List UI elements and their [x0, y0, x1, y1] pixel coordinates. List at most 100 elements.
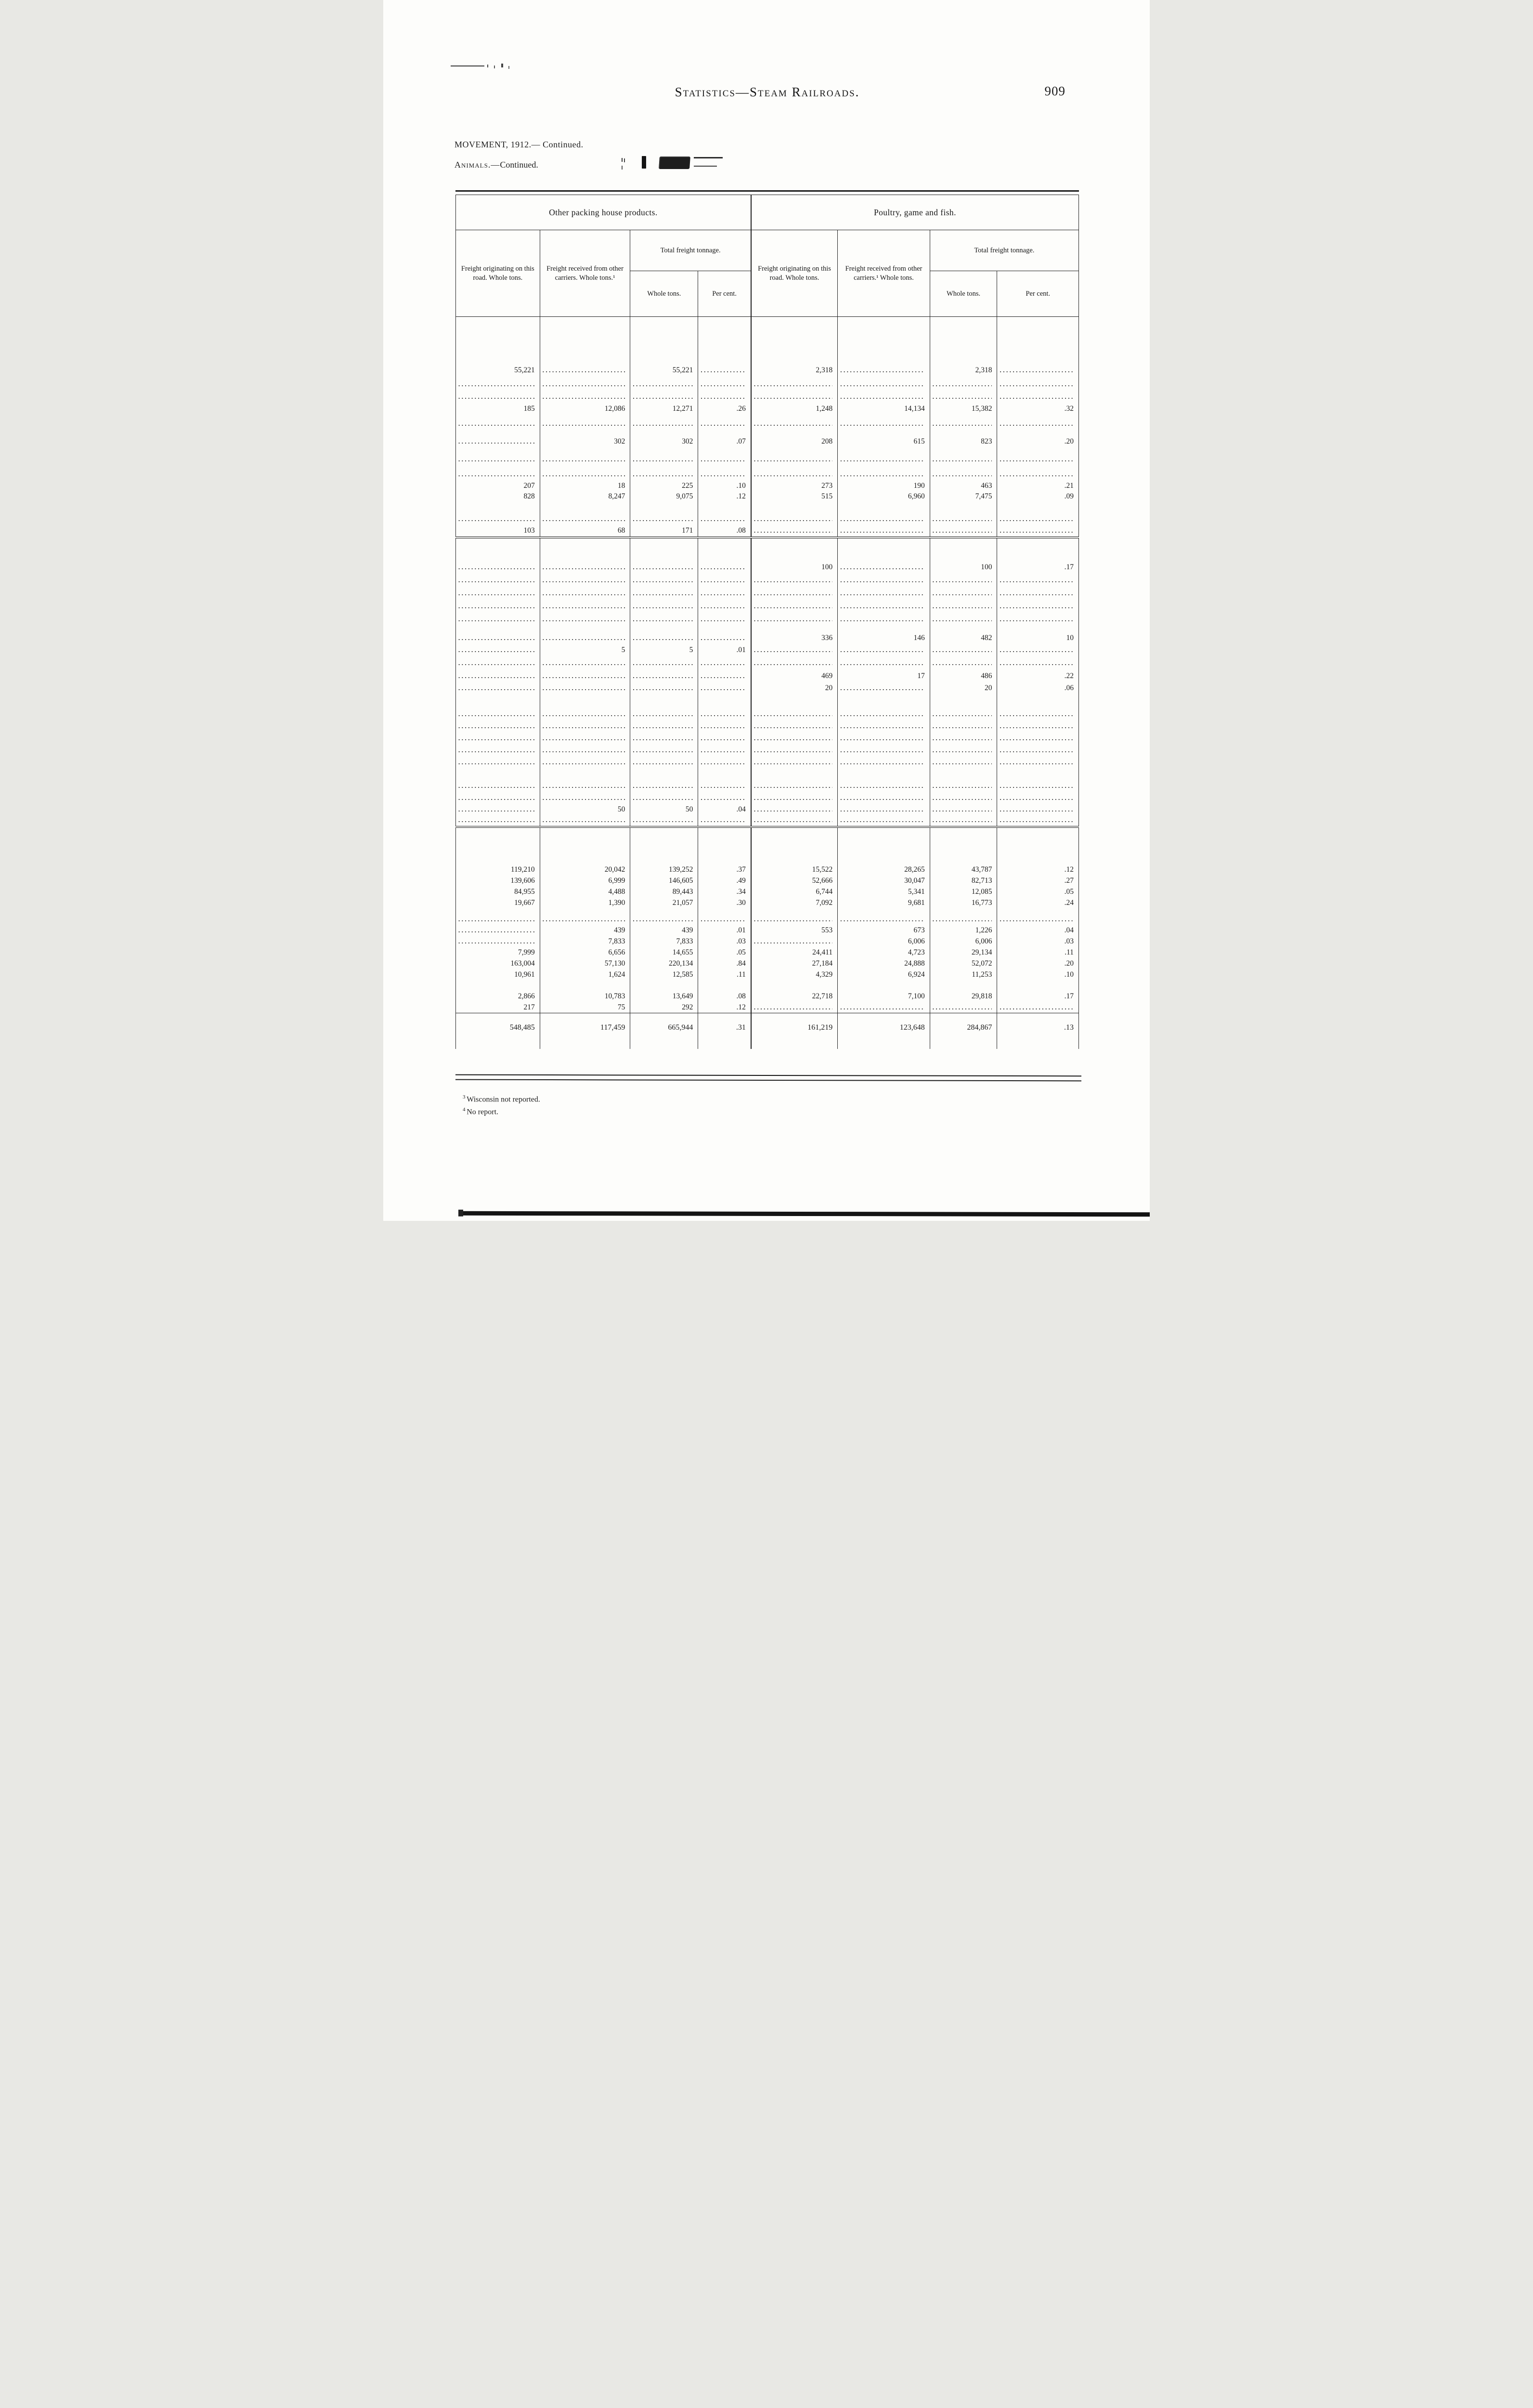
table-cell	[997, 1013, 1079, 1020]
table-row: ........................................…	[456, 587, 1079, 600]
table-cell	[750, 836, 838, 864]
table-cell: ........................................…	[630, 631, 698, 644]
table-cell: 553	[750, 925, 838, 936]
leader-dots: ........................................…	[701, 782, 745, 789]
table-cell: ........................................…	[837, 377, 930, 391]
leader-dots: ........................................…	[701, 672, 745, 680]
table-cell	[630, 980, 698, 991]
leader-dots: ........................................…	[542, 589, 625, 597]
table-row: ........................................…	[456, 780, 1079, 792]
leader-dots: ........................................…	[542, 794, 625, 801]
table-cell: ........................................…	[837, 600, 930, 613]
table-cell: ........................................…	[750, 468, 838, 481]
table-cell	[698, 825, 751, 837]
table-cell	[630, 501, 698, 513]
table-cell	[750, 1035, 838, 1049]
table-row: ........................................…	[456, 450, 1079, 468]
leader-dots: ........................................…	[701, 915, 745, 923]
table-cell	[929, 768, 997, 780]
table-cell: ........................................…	[997, 732, 1079, 745]
leader-dots: ........................................…	[932, 393, 992, 400]
table-cell: 220,134	[630, 958, 698, 969]
table-row: ........................................…	[456, 391, 1079, 403]
col-header-left-received: Freight received from other carriers. Wh…	[539, 230, 630, 317]
table-cell	[630, 694, 698, 708]
table-spacer-row	[455, 1013, 1079, 1020]
leader-dots: ........................................…	[1000, 527, 1074, 534]
leader-dots: ........................................…	[458, 393, 535, 400]
table-cell: ........................................…	[997, 574, 1079, 587]
table-cell: ........................................…	[698, 415, 751, 432]
leader-dots: ........................................…	[1000, 602, 1074, 610]
leader-dots: ........................................…	[754, 393, 832, 400]
table-spacer-row	[456, 836, 1079, 864]
table-cell: 52,666	[750, 875, 838, 887]
table-spacer-row	[456, 694, 1079, 708]
table-cell: ........................................…	[997, 613, 1079, 626]
table-cell: 673	[837, 925, 930, 936]
leader-dots: ........................................…	[754, 759, 832, 766]
table-cell: ........................................…	[630, 913, 698, 925]
table-cell: 2,318	[929, 363, 997, 378]
table-cell	[539, 1035, 630, 1049]
table-cell: 2,866	[518, 992, 535, 1000]
table-cell: 439	[630, 925, 698, 936]
table-cell: ........................................…	[837, 744, 930, 757]
subtitle-movement: MOVEMENT, 1912.— Continued.	[455, 140, 584, 150]
table-cell	[997, 626, 1079, 632]
leader-dots: ........................................…	[542, 576, 625, 584]
table-cell: ........................................…	[997, 513, 1079, 525]
table-cell: ........................................…	[630, 574, 698, 587]
leader-dots: ........................................…	[754, 419, 832, 427]
leader-dots: ........................................…	[932, 602, 992, 610]
leader-dots: ........................................…	[458, 576, 535, 584]
table-cell	[929, 316, 997, 363]
table-cell	[750, 536, 838, 548]
leader-dots: ........................................…	[932, 380, 992, 388]
leader-dots: ........................................…	[840, 805, 925, 813]
table-cell	[750, 825, 838, 837]
table-cell: 146	[837, 631, 930, 644]
table-body: 55,221..................................…	[455, 316, 1079, 1049]
table-row: ........................................…	[456, 744, 1079, 757]
table-cell: 7,999	[518, 948, 535, 956]
table-cell: ........................................…	[929, 708, 997, 720]
leader-dots: ........................................…	[701, 746, 745, 754]
table-cell: ........................................…	[837, 780, 930, 792]
table-cell: .13	[997, 1020, 1079, 1035]
table-cell: ........................................…	[698, 708, 751, 720]
table-cell	[698, 536, 751, 548]
leader-dots: ........................................…	[754, 659, 832, 667]
table-cell: ........................................…	[456, 720, 540, 733]
leader-dots: ........................................…	[754, 710, 832, 718]
table-cell	[698, 316, 751, 363]
table-cell: ........................................…	[539, 613, 630, 626]
table-cell: 5	[630, 644, 698, 656]
leader-dots: ........................................…	[701, 615, 745, 623]
table-cell: .11	[997, 947, 1079, 958]
table-cell	[837, 768, 930, 780]
leader-dots: ........................................…	[840, 684, 925, 692]
table-row: ........................................…	[456, 513, 1079, 525]
table-cell: 7,833	[539, 936, 630, 947]
table-cell	[539, 980, 630, 991]
leader-dots: ........................................…	[754, 734, 832, 742]
leader-dots: ........................................…	[542, 746, 625, 754]
table-cell: 284,867	[929, 1020, 997, 1035]
leader-dots: ........................................…	[840, 589, 925, 597]
table-cell: 615	[837, 432, 930, 451]
footnote: 4 No report.	[463, 1107, 499, 1116]
table-cell: ........................................…	[837, 525, 930, 537]
table-cell: 139,252	[630, 864, 698, 876]
table-cell: ........................................…	[929, 415, 997, 432]
table-cell	[456, 909, 540, 914]
table-cell: ........................................…	[456, 936, 540, 947]
leader-dots: ........................................…	[932, 915, 992, 923]
table-cell: 12,086	[539, 402, 630, 415]
table-cell: ........................................…	[929, 644, 997, 656]
table-cell	[837, 694, 930, 708]
leader-dots: ........................................…	[542, 393, 625, 400]
table-cell: ........................................…	[929, 720, 997, 733]
table-spacer-row	[456, 980, 1079, 991]
table-cell: ........................................…	[539, 732, 630, 745]
